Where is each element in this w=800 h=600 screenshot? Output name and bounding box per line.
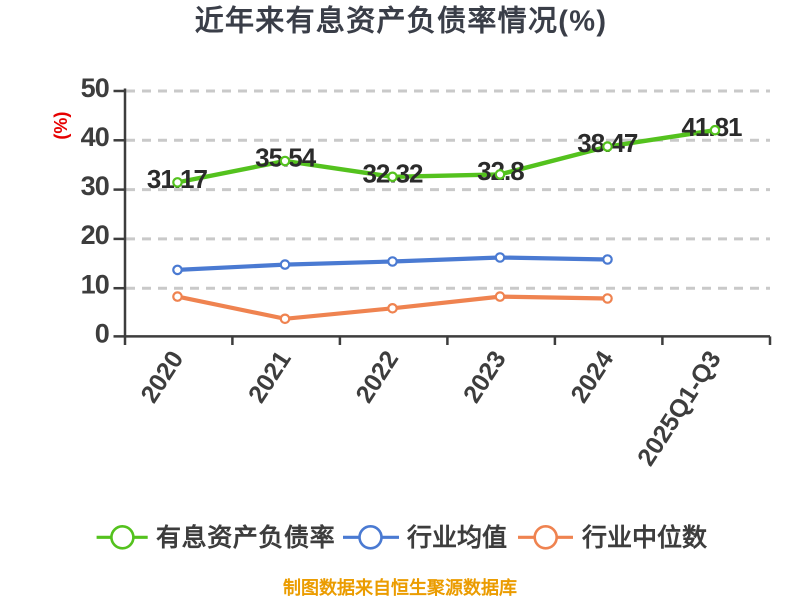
svg-text:2023: 2023 <box>458 346 512 408</box>
svg-text:(%): (%) <box>51 112 71 140</box>
svg-text:行业均值: 行业均值 <box>406 524 507 552</box>
svg-text:2022: 2022 <box>350 346 404 408</box>
svg-text:0: 0 <box>95 318 109 348</box>
svg-text:2021: 2021 <box>243 346 297 408</box>
svg-text:30: 30 <box>81 171 109 201</box>
svg-text:10: 10 <box>81 269 109 299</box>
svg-text:制图数据来自恒生聚源数据库: 制图数据来自恒生聚源数据库 <box>283 577 517 598</box>
svg-text:有息资产负债率: 有息资产负债率 <box>156 523 335 552</box>
svg-text:20: 20 <box>81 220 109 250</box>
svg-text:40: 40 <box>81 122 109 152</box>
svg-text:2025Q1-Q3: 2025Q1-Q3 <box>632 346 727 471</box>
svg-text:2020: 2020 <box>135 346 189 408</box>
svg-text:2024: 2024 <box>565 346 619 408</box>
svg-text:近年来有息资产负债率情况(%): 近年来有息资产负债率情况(%) <box>195 4 608 38</box>
svg-text:行业中位数: 行业中位数 <box>581 523 708 552</box>
svg-text:50: 50 <box>81 73 109 103</box>
